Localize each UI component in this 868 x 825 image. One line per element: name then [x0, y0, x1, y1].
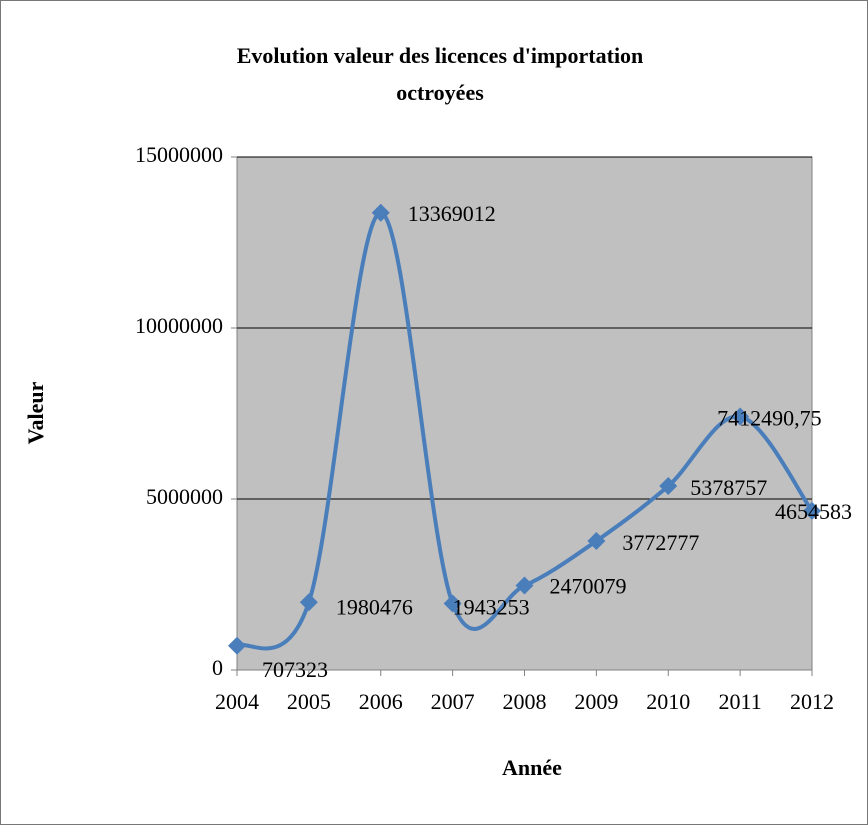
- x-tick-label: 2008: [503, 689, 547, 714]
- title-line: Evolution valeur des licences d'importat…: [237, 43, 644, 68]
- title-line: octroyées: [396, 80, 484, 105]
- marker: [228, 636, 246, 655]
- x-tick-label: 2005: [287, 689, 331, 714]
- data-label: 1943253: [453, 595, 530, 620]
- line-series: [235, 210, 814, 651]
- x-tick-label: 2007: [431, 689, 475, 714]
- x-tick-label: 2012: [790, 689, 834, 714]
- data-label: 2470079: [550, 574, 627, 599]
- y-axis-title: Valeur: [23, 381, 48, 444]
- x-tick-label: 2011: [719, 689, 762, 714]
- marker: [731, 407, 750, 426]
- x-axis-title: Année: [502, 755, 562, 780]
- x-tick-label: 2010: [646, 689, 690, 714]
- y-tick-label: 0: [212, 655, 223, 680]
- marker: [587, 531, 606, 550]
- marker: [299, 593, 318, 612]
- y-tick-label: 5000000: [146, 484, 223, 509]
- marker: [803, 501, 821, 520]
- x-tick-label: 2004: [215, 689, 259, 714]
- data-label: 5378757: [690, 475, 767, 500]
- data-label: 13369012: [408, 201, 496, 226]
- marker: [515, 576, 534, 595]
- x-tick-label: 2009: [574, 689, 618, 714]
- y-tick-label: 10000000: [135, 313, 223, 338]
- x-tick-label: 2006: [359, 689, 403, 714]
- marker: [659, 477, 678, 496]
- marker: [371, 203, 390, 222]
- data-label: 1980476: [336, 594, 413, 619]
- marker: [443, 594, 462, 613]
- data-label: 7412490,75: [717, 406, 822, 431]
- data-label: 3772777: [622, 530, 699, 555]
- data-label: 707323: [262, 657, 328, 682]
- y-tick-label: 15000000: [135, 142, 223, 167]
- data-label: 4654583: [775, 499, 852, 524]
- chart-title: Evolution valeur des licences d'importat…: [237, 43, 644, 105]
